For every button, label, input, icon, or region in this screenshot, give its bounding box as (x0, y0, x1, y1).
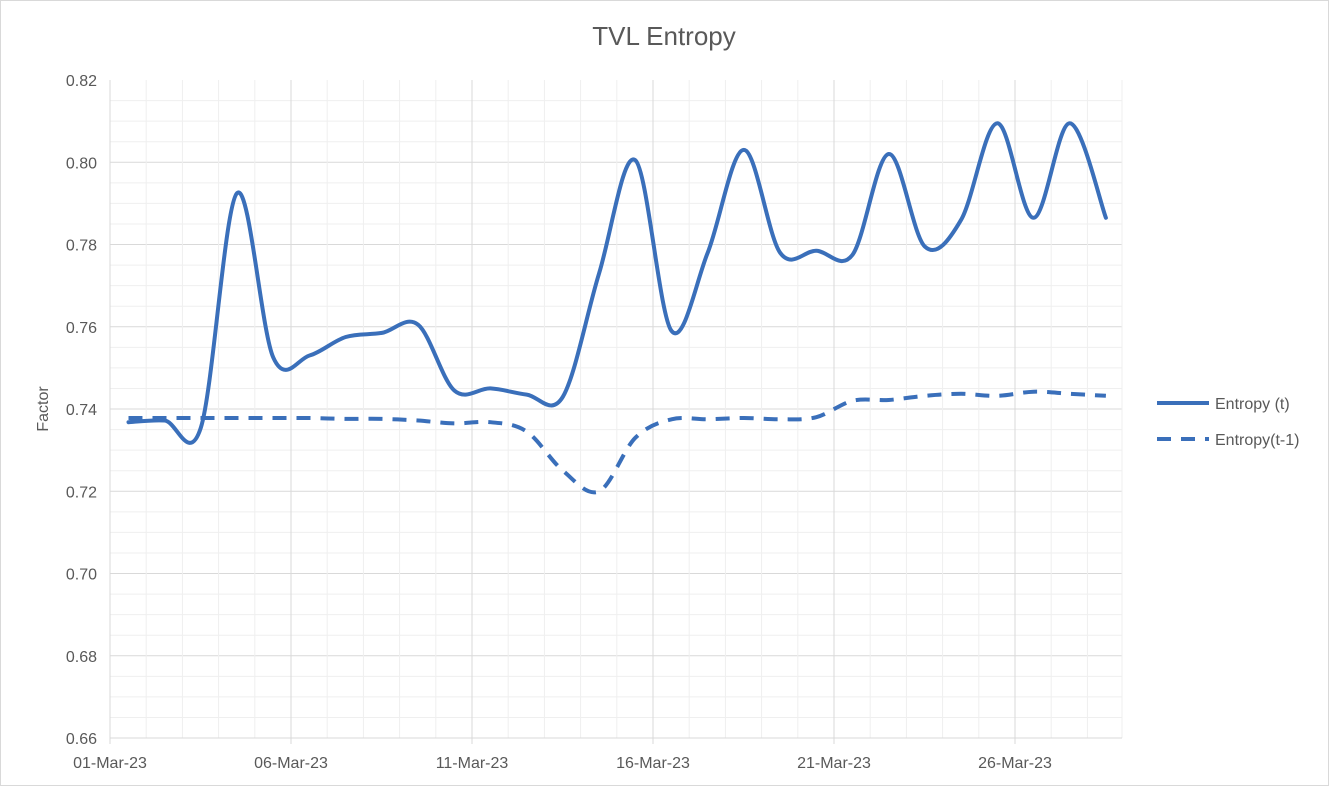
y-tick-label: 0.70 (66, 567, 97, 584)
x-tick-label: 01-Mar-23 (73, 755, 147, 772)
chart-title: TVL Entropy (592, 21, 736, 51)
series-lines (126, 121, 1108, 495)
y-axis-title: Factor (35, 386, 52, 432)
series-line-1 (126, 121, 1108, 445)
legend-label-1: Entropy (t) (1215, 396, 1290, 413)
y-tick-label: 0.82 (66, 73, 97, 90)
x-tick-label: 11-Mar-23 (436, 755, 509, 772)
gridlines (109, 80, 1123, 744)
y-axis-ticks: 0.66 0.68 0.70 0.72 0.74 0.76 0.78 0.80 0.82 (66, 73, 97, 748)
x-tick-label: 06-Mar-23 (254, 755, 328, 772)
x-axis-ticks: 01-Mar-23 06-Mar-23 11-Mar-23 16-Mar-23 21-M… (73, 755, 1052, 772)
legend: Entropy (t) Entropy(t-1) (1157, 396, 1299, 449)
x-tick-label: 21-Mar-23 (797, 755, 871, 772)
y-tick-label: 0.80 (66, 155, 97, 172)
legend-label-2: Entropy(t-1) (1215, 432, 1299, 449)
y-tick-label: 0.68 (66, 649, 97, 666)
y-tick-label: 0.76 (66, 320, 97, 337)
y-tick-label: 0.74 (66, 402, 97, 419)
y-tick-label: 0.78 (66, 238, 97, 255)
x-tick-label: 26-Mar-23 (978, 755, 1052, 772)
y-tick-label: 0.72 (66, 484, 97, 501)
x-tick-label: 16-Mar-23 (616, 755, 690, 772)
y-tick-label: 0.66 (66, 731, 97, 748)
